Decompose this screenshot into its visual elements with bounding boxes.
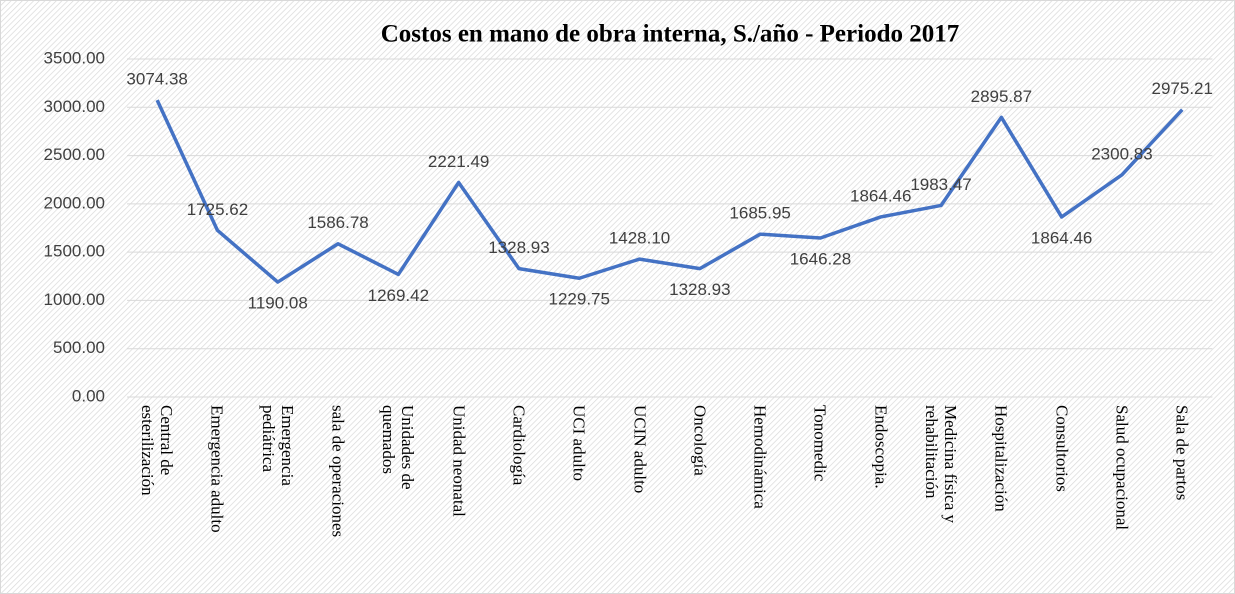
x-tick-label: Medicina física y rehabilitación	[922, 405, 961, 524]
data-label: 1586.78	[307, 213, 368, 232]
data-label: 1328.93	[669, 280, 730, 299]
y-tick-label: 2000.00	[44, 193, 105, 212]
data-label: 2895.87	[971, 87, 1032, 106]
x-tick-label: Cardiología	[509, 405, 529, 486]
x-tick-label: Central de esterilización	[138, 405, 177, 496]
y-tick-label: 1000.00	[44, 290, 105, 309]
x-tick-label: sala de operaciones	[328, 405, 348, 538]
data-label: 1685.95	[729, 204, 790, 223]
y-tick-label: 1500.00	[44, 242, 105, 261]
x-tick-label: Unidad neonatal	[449, 405, 469, 517]
y-tick-label: 500.00	[53, 338, 105, 357]
line	[155, 99, 1184, 284]
y-tick-label: 3000.00	[44, 97, 105, 116]
x-tick-label: Consultorios	[1052, 405, 1072, 492]
data-label: 1428.10	[609, 229, 670, 248]
data-label: 1983.47	[910, 175, 971, 194]
y-tick-label: 0.00	[72, 386, 105, 405]
x-tick-label: Emergencia adulto	[207, 405, 227, 533]
data-label: 1646.28	[790, 250, 851, 269]
x-tick-label: Tonomedic	[810, 405, 830, 482]
x-tick-label: Hospitalización	[991, 405, 1011, 512]
data-label: 2300.83	[1091, 144, 1152, 163]
x-tick-label: Endoscopia.	[871, 405, 891, 489]
data-label: 1864.46	[850, 186, 911, 205]
data-label: 1229.75	[549, 290, 610, 309]
data-label: 1725.62	[187, 200, 248, 219]
x-tick-label: Salud ocupacional	[1112, 405, 1132, 531]
x-tick-label: Hemodinámica	[750, 405, 770, 509]
data-label: 1328.93	[488, 238, 549, 257]
data-label: 1269.42	[368, 286, 429, 305]
x-tick-label: Sala de partos	[1172, 405, 1192, 501]
x-tick-label: Emergencia pediátrica	[258, 405, 297, 486]
x-tick-label: Oncología	[690, 405, 710, 476]
data-label: 2975.21	[1152, 79, 1213, 98]
chart-title: Costos en mano de obra interna, S./año -…	[381, 21, 959, 48]
data-label: 1864.46	[1031, 228, 1092, 247]
y-tick-label: 3500.00	[44, 48, 105, 67]
data-label: 3074.38	[126, 70, 187, 89]
data-label: 2221.49	[428, 152, 489, 171]
x-tick-label: UCIN adulto	[630, 405, 650, 494]
x-tick-label: Unidades de quemados	[379, 405, 418, 490]
data-label: 1190.08	[248, 294, 308, 313]
y-tick-label: 2500.00	[44, 145, 105, 164]
x-tick-label: UCI adulto	[569, 405, 589, 482]
